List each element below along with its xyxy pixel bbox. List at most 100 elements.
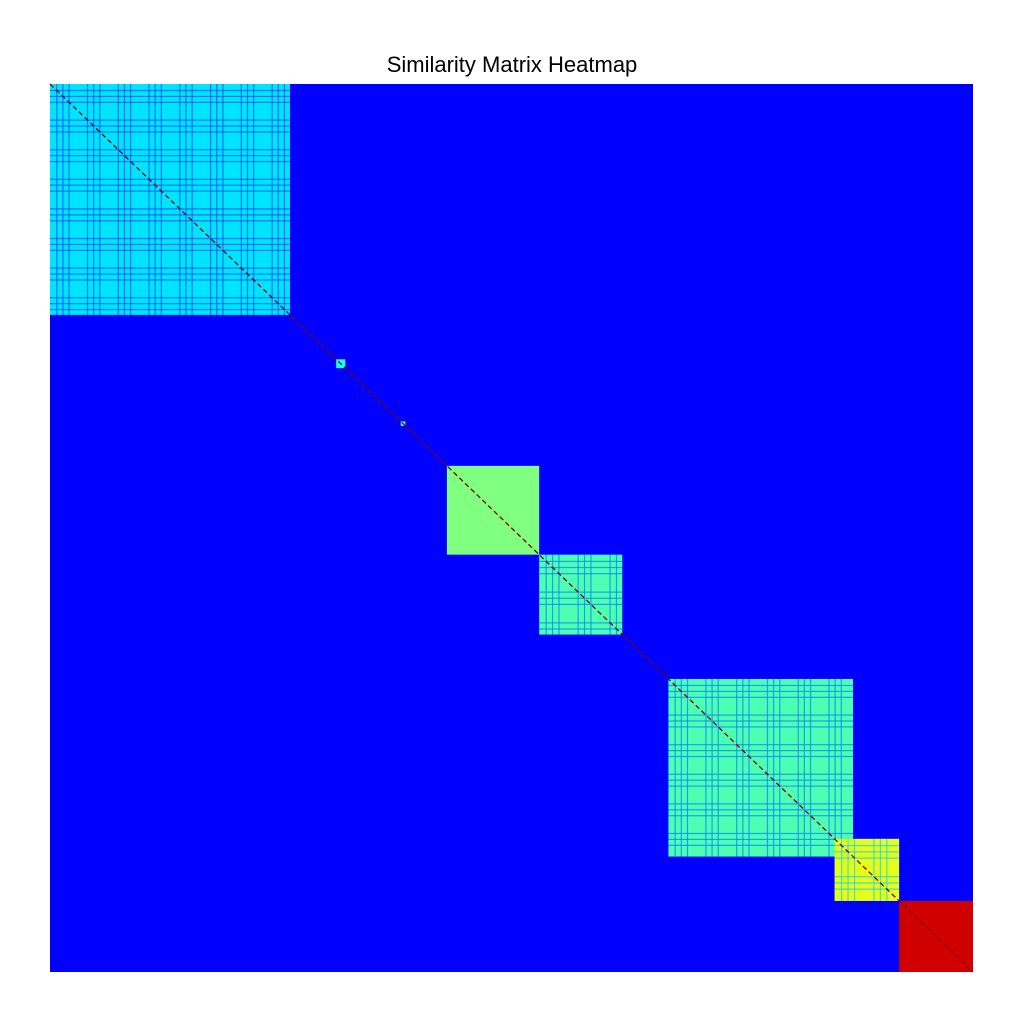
cluster-stripe: [551, 554, 554, 635]
cluster-stripe: [222, 84, 224, 315]
cluster-stripe: [50, 220, 290, 222]
cluster-stripe: [50, 178, 290, 180]
cluster-stripe: [668, 838, 854, 840]
cluster-stripe: [668, 690, 854, 692]
cluster-stripe: [191, 84, 193, 315]
cluster-stripe: [50, 131, 290, 133]
cluster-stripe: [179, 84, 181, 315]
cluster-stripe: [668, 720, 854, 722]
cluster-stripe: [834, 876, 900, 878]
cluster-stripe: [583, 554, 586, 635]
cluster-stripe: [50, 237, 290, 240]
cluster-stripe: [609, 554, 611, 635]
cluster-stripe: [50, 308, 290, 311]
cluster-stripe: [539, 628, 623, 630]
cluster-stripe: [93, 84, 95, 315]
cluster-stripe: [50, 89, 290, 92]
cluster-stripe: [834, 857, 900, 859]
cluster-stripe: [50, 267, 290, 269]
cluster-stripe: [539, 573, 623, 575]
cluster-stripe: [50, 119, 290, 121]
cluster-stripe: [711, 678, 713, 857]
cluster-stripe: [674, 678, 676, 857]
cluster-stripe: [129, 84, 132, 315]
cluster-stripe: [68, 84, 70, 315]
cluster-stripe: [117, 84, 119, 315]
cluster-stripe: [668, 815, 854, 817]
cluster-stripe: [668, 696, 854, 698]
cluster-stripe: [668, 832, 854, 835]
cluster-stripe: [828, 678, 830, 857]
cluster-stripe: [834, 845, 900, 847]
diagonal-line: [49, 83, 974, 973]
cluster-stripe: [277, 84, 279, 315]
cluster-stripe: [99, 84, 101, 315]
cluster-stripe: [50, 273, 290, 275]
cluster-stripe: [545, 554, 547, 635]
cluster-stripe: [558, 554, 560, 635]
cluster-stripe: [705, 678, 707, 857]
cluster-stripe: [160, 84, 162, 315]
cluster-stripe: [539, 603, 623, 606]
cluster-stripe: [50, 303, 290, 305]
cluster-stripe: [50, 160, 290, 163]
cluster-stripe: [803, 678, 805, 857]
cluster-stripe: [853, 838, 856, 901]
cluster-stripe: [185, 84, 187, 315]
cluster-stripe: [50, 125, 290, 127]
cluster-stripe: [271, 84, 273, 315]
cluster-stripe: [668, 809, 854, 811]
cluster-stripe: [886, 838, 888, 901]
cluster-stripe: [879, 838, 881, 901]
cluster-block-1: [50, 84, 290, 315]
diagonal: [49, 83, 974, 973]
cluster-stripe: [668, 803, 854, 805]
cluster-stripe: [50, 243, 290, 246]
cluster-stripe: [50, 279, 290, 281]
cluster-stripe: [615, 554, 618, 635]
cluster-stripe: [539, 560, 623, 562]
cluster-stripe: [668, 744, 854, 746]
cluster-stripe: [590, 554, 592, 635]
cluster-stripe: [809, 678, 812, 857]
cluster-stripe: [668, 773, 854, 775]
cluster-stripe: [50, 214, 290, 216]
cluster-stripe: [717, 678, 719, 857]
cluster-stripe: [253, 84, 255, 315]
cluster-stripe: [283, 84, 286, 315]
cluster-stripe: [748, 678, 750, 857]
chart-title: Similarity Matrix Heatmap: [386, 52, 638, 77]
cluster-stripe: [154, 84, 156, 315]
cluster-stripe: [50, 184, 290, 186]
cluster-stripe: [50, 101, 290, 103]
cluster-stripe: [680, 678, 682, 857]
cluster-stripe: [539, 566, 623, 569]
cluster-stripe: [873, 838, 875, 901]
cluster-stripe: [50, 95, 290, 98]
cluster-stripe: [148, 84, 150, 315]
cluster-stripe: [539, 591, 623, 593]
cluster-stripe: [668, 726, 854, 728]
cluster-stripe: [668, 785, 854, 787]
cluster-stripe: [779, 678, 781, 857]
cluster-stripe: [840, 678, 842, 857]
cluster-block-fill: [50, 84, 290, 315]
cluster-stripe: [50, 208, 290, 210]
cluster-stripe: [209, 84, 212, 315]
cluster-stripe: [766, 678, 769, 857]
cluster-stripe: [240, 84, 242, 315]
cluster-stripe: [841, 838, 843, 901]
cluster-stripe: [847, 838, 849, 901]
cluster-stripe: [50, 155, 290, 157]
cluster-stripe: [56, 84, 58, 315]
cluster-stripe: [686, 678, 689, 857]
cluster-stripe: [216, 84, 218, 315]
cluster-stripe: [797, 678, 799, 857]
cluster-stripe: [246, 84, 249, 315]
cluster-stripe: [668, 750, 854, 752]
cluster-stripe: [668, 755, 854, 758]
cluster-stripe: [50, 249, 290, 251]
cluster-stripe: [50, 297, 290, 299]
cluster-stripe: [736, 678, 738, 857]
